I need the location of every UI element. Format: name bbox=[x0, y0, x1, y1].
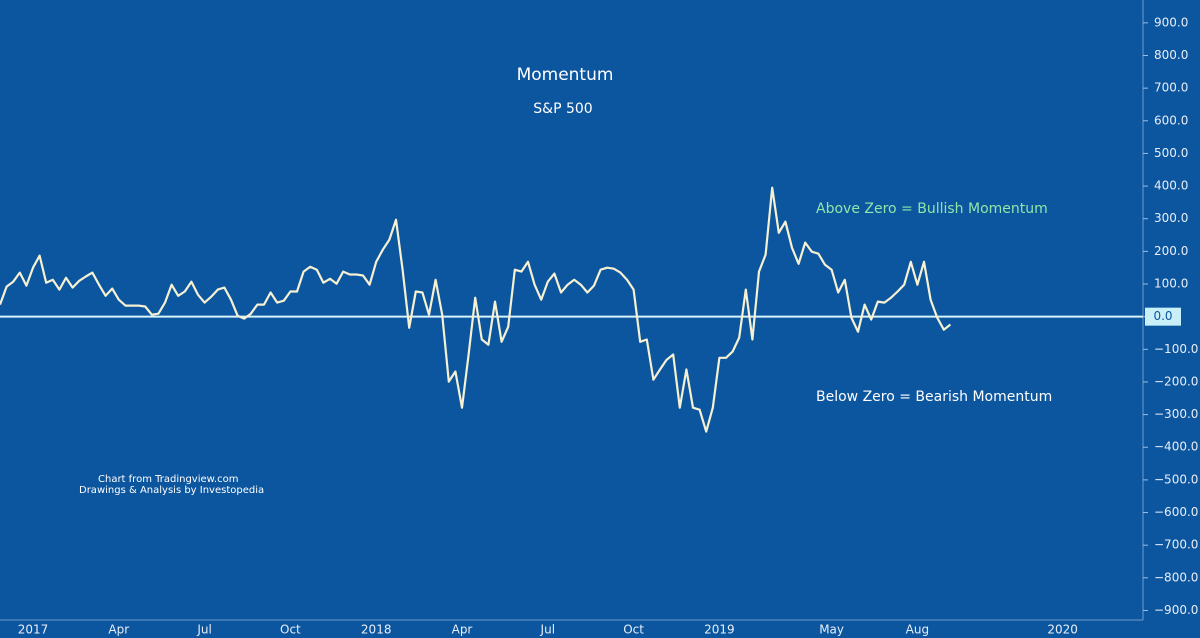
chart-title: Momentum bbox=[517, 65, 614, 85]
y-tick-label: −200.0 bbox=[1154, 374, 1198, 388]
x-tick-label: 2020 bbox=[1047, 623, 1078, 637]
x-tick-label: Oct bbox=[623, 623, 644, 637]
x-tick-label: Oct bbox=[280, 623, 301, 637]
x-tick-label: Apr bbox=[108, 623, 129, 637]
annotation: Above Zero = Bullish Momentum bbox=[816, 201, 1048, 217]
chart-subtitle: S&P 500 bbox=[533, 101, 592, 117]
x-tick-label: Aug bbox=[906, 623, 929, 637]
x-tick-label: 2017 bbox=[18, 623, 49, 637]
y-tick-label: 300.0 bbox=[1154, 211, 1188, 225]
x-tick-label: Jul bbox=[196, 623, 211, 637]
y-tick-label: −300.0 bbox=[1154, 407, 1198, 421]
y-tick-label: 700.0 bbox=[1154, 81, 1188, 95]
x-tick-label: Jul bbox=[540, 623, 555, 637]
y-tick-label: 500.0 bbox=[1154, 146, 1188, 160]
y-tick-label: 900.0 bbox=[1154, 15, 1188, 29]
annotation: Below Zero = Bearish Momentum bbox=[816, 389, 1052, 405]
zero-label-box bbox=[1145, 307, 1181, 326]
y-tick-label: 0.0 bbox=[1153, 309, 1172, 323]
y-tick-label: 800.0 bbox=[1154, 48, 1188, 62]
credit: Drawings & Analysis by Investopedia bbox=[79, 485, 264, 496]
x-tick-label: Apr bbox=[452, 623, 473, 637]
y-tick-label: 100.0 bbox=[1154, 277, 1188, 291]
y-tick-label: −500.0 bbox=[1154, 472, 1198, 486]
y-tick-label: −800.0 bbox=[1154, 570, 1198, 584]
y-tick-label: 400.0 bbox=[1154, 179, 1188, 193]
y-tick-label: −700.0 bbox=[1154, 538, 1198, 552]
x-tick-label: 2018 bbox=[361, 623, 392, 637]
y-tick-label: −600.0 bbox=[1154, 505, 1198, 519]
credit: Chart from Tradingview.com bbox=[98, 474, 238, 485]
y-tick-label: −100.0 bbox=[1154, 342, 1198, 356]
x-tick-label: May bbox=[819, 623, 844, 637]
y-tick-label: 200.0 bbox=[1154, 244, 1188, 258]
momentum-line bbox=[0, 186, 952, 433]
y-tick-label: 600.0 bbox=[1154, 113, 1188, 127]
x-tick-label: 2019 bbox=[704, 623, 735, 637]
y-tick-label: −900.0 bbox=[1154, 603, 1198, 617]
y-tick-label: −400.0 bbox=[1154, 440, 1198, 454]
